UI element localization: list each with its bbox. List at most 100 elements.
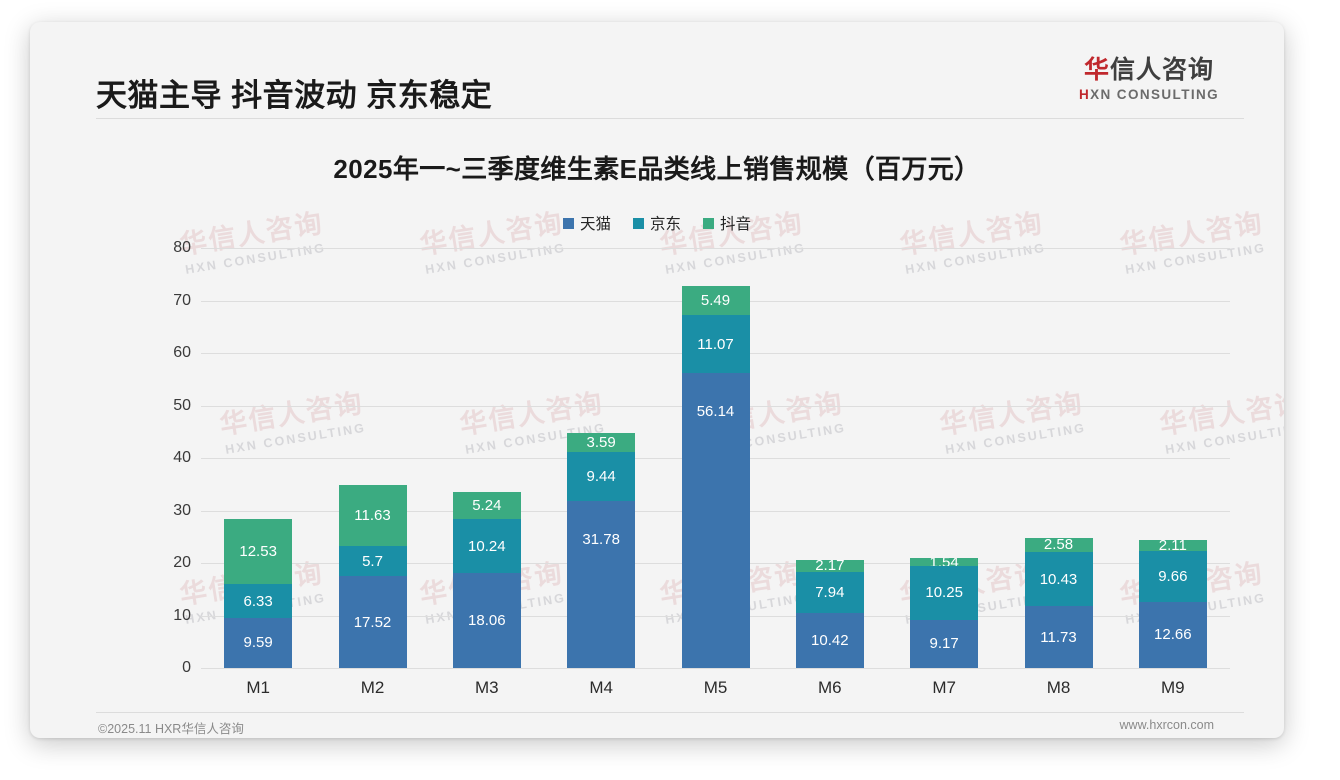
- bar-value-label: 5.7: [362, 552, 383, 570]
- x-axis-label: M6: [818, 678, 842, 697]
- x-axis-label: M3: [475, 678, 499, 697]
- bar-column[interactable]: 3.59 9.44 31.78: [567, 432, 636, 668]
- bar-segment-京东[interactable]: 6.33: [224, 584, 293, 618]
- legend-item-京东[interactable]: 京东: [632, 212, 681, 234]
- bar-segment-抖音[interactable]: 11.63: [338, 485, 407, 547]
- bar-value-label: 17.52: [353, 613, 392, 631]
- bar-segment-抖音[interactable]: 12.53: [224, 518, 293, 585]
- bar-segment-抖音[interactable]: 2.58: [1024, 538, 1093, 552]
- y-axis-tick: 20: [173, 554, 191, 571]
- bar-segment-天猫[interactable]: 17.52: [338, 576, 407, 668]
- bar-value-label: 31.78: [582, 530, 620, 548]
- bar-segment-抖音[interactable]: 2.17: [795, 560, 864, 572]
- slide-page: 华信人咨询 HXN CONSULTING 华信人咨询 HXN CONSULTING 华信…: [30, 22, 1284, 738]
- footer-website[interactable]: www.hxrcon.com: [1119, 718, 1214, 732]
- bar-value-label: 12.53: [239, 543, 277, 561]
- brand-logo-cn-rest: 信人咨询: [1110, 56, 1215, 84]
- bar-column[interactable]: 5.24 10.24 18.06: [452, 491, 521, 668]
- y-axis-tick: 60: [173, 344, 191, 361]
- bar-value-label: 56.14: [696, 402, 735, 420]
- bar-value-label: 1.54: [930, 558, 959, 566]
- chart-plot-area: 0 10 20 30 40 50 60 70 80 12.53 6.33 9.59 11.63 5.7 17…: [168, 239, 1230, 697]
- bar-value-label: 10.24: [468, 537, 506, 555]
- legend-swatch-icon: [703, 217, 714, 229]
- brand-logo-en-rest: XN CONSULTING: [1090, 86, 1220, 102]
- x-axis-label: M5: [703, 678, 728, 697]
- legend-item-天猫[interactable]: 天猫: [562, 212, 611, 234]
- bar-value-label: 2.11: [1158, 539, 1187, 551]
- y-gridline: [201, 668, 1230, 669]
- bar-segment-京东[interactable]: 10.43: [1024, 551, 1093, 607]
- legend-label: 抖音: [720, 216, 752, 233]
- bar-segment-京东[interactable]: 5.7: [338, 546, 407, 577]
- bar-segment-抖音[interactable]: 5.24: [452, 491, 521, 520]
- y-axis-tick: 0: [182, 659, 191, 676]
- y-axis-tick: 30: [173, 501, 191, 519]
- y-axis-tick: 70: [173, 291, 191, 309]
- bar-value-label: 9.44: [586, 467, 616, 485]
- bar-value-label: 3.59: [586, 433, 616, 451]
- x-axis-label: M9: [1161, 678, 1185, 697]
- bar-value-label: 2.17: [815, 560, 845, 572]
- bar-segment-天猫[interactable]: 12.66: [1138, 601, 1207, 668]
- bar-column[interactable]: 11.63 5.7 17.52: [338, 485, 407, 668]
- bar-segment-天猫[interactable]: 11.73: [1024, 606, 1093, 668]
- bar-segment-天猫[interactable]: 9.17: [910, 619, 979, 668]
- brand-logo-cn-accent: 华: [1083, 56, 1110, 84]
- footer-copyright: ©2025.11 HXR华信人咨询: [98, 722, 244, 736]
- header-divider: [96, 118, 1244, 119]
- x-axis-label: M1: [246, 678, 270, 697]
- bar-segment-京东[interactable]: 9.44: [567, 451, 636, 502]
- brand-logo: 华信人咨询 HXN CONSULTING: [1054, 56, 1244, 102]
- bar-value-label: 11.73: [1040, 628, 1077, 646]
- legend-label: 天猫: [579, 216, 611, 233]
- bar-value-label: 18.06: [468, 612, 506, 630]
- legend-swatch-icon: [632, 217, 644, 229]
- bar-value-label: 12.66: [1154, 626, 1192, 644]
- brand-logo-en: HXN CONSULTING: [1054, 87, 1244, 102]
- bar-segment-京东[interactable]: 10.24: [452, 519, 521, 574]
- bar-value-label: 10.42: [811, 632, 849, 650]
- bar-column[interactable]: 2.11 9.66 12.66: [1138, 539, 1207, 668]
- y-axis-tick: 80: [173, 239, 191, 256]
- brand-logo-en-accent: H: [1078, 86, 1091, 102]
- bar-column[interactable]: 2.58 10.43 11.73: [1024, 538, 1093, 668]
- chart-legend: 天猫 京东 抖音: [30, 212, 1284, 234]
- bar-segment-京东[interactable]: 7.94: [795, 571, 864, 614]
- bar-segment-天猫[interactable]: 10.42: [795, 613, 864, 668]
- chart-plot-inner: 0 10 20 30 40 50 60 70 80 12.53 6.33 9.59 11.63 5.7 17…: [173, 239, 1230, 676]
- x-axis-label: M7: [932, 678, 956, 697]
- x-axis-label: M4: [589, 678, 613, 697]
- legend-item-抖音[interactable]: 抖音: [703, 212, 751, 234]
- y-axis-tick: 50: [173, 396, 191, 414]
- x-axis-labels: M1 M2 M3 M4 M5 M6 M7 M8 M9: [201, 668, 1230, 708]
- y-axis-tick: 40: [173, 449, 191, 466]
- bar-segment-天猫[interactable]: 18.06: [452, 573, 521, 668]
- bar-segment-天猫[interactable]: 31.78: [567, 501, 636, 668]
- bar-column[interactable]: 1.54 10.25 9.17: [910, 557, 979, 668]
- bar-segment-抖音[interactable]: 2.11: [1138, 539, 1207, 551]
- bar-segment-抖音[interactable]: 1.54: [910, 557, 979, 567]
- legend-swatch-icon: [562, 217, 574, 229]
- bar-column[interactable]: 12.53 6.33 9.59: [224, 518, 293, 668]
- bar-segment-京东[interactable]: 11.07: [681, 315, 750, 374]
- bar-column[interactable]: 2.17 7.94 10.42: [795, 560, 864, 668]
- bar-value-label: 5.24: [472, 497, 502, 515]
- bar-column[interactable]: 5.49 11.07 56.14: [681, 286, 750, 668]
- bar-segment-天猫[interactable]: 9.59: [224, 617, 293, 668]
- brand-logo-cn: 华信人咨询: [1054, 56, 1244, 85]
- slide-header: 天猫主导 抖音波动 京东稳定 华信人咨询 HXN CONSULTING: [30, 22, 1284, 119]
- bar-value-label: 5.49: [700, 292, 731, 310]
- chart-title: 2025年一~三季度维生素E品类线上销售规模（百万元）: [333, 154, 981, 184]
- bar-segment-天猫[interactable]: 56.14: [681, 373, 750, 668]
- y-gridline: [201, 248, 1230, 249]
- bar-value-label: 11.63: [354, 507, 391, 525]
- bar-segment-京东[interactable]: 9.66: [1138, 550, 1207, 602]
- bar-segment-抖音[interactable]: 3.59: [567, 432, 636, 452]
- bar-segment-抖音[interactable]: 5.49: [681, 286, 750, 316]
- page-title: 天猫主导 抖音波动 京东稳定: [96, 78, 493, 113]
- bar-segment-京东[interactable]: 10.25: [910, 566, 979, 620]
- bar-value-label: 10.43: [1039, 570, 1078, 588]
- y-axis-tick: 10: [173, 606, 191, 624]
- bar-value-label: 2.58: [1043, 538, 1074, 552]
